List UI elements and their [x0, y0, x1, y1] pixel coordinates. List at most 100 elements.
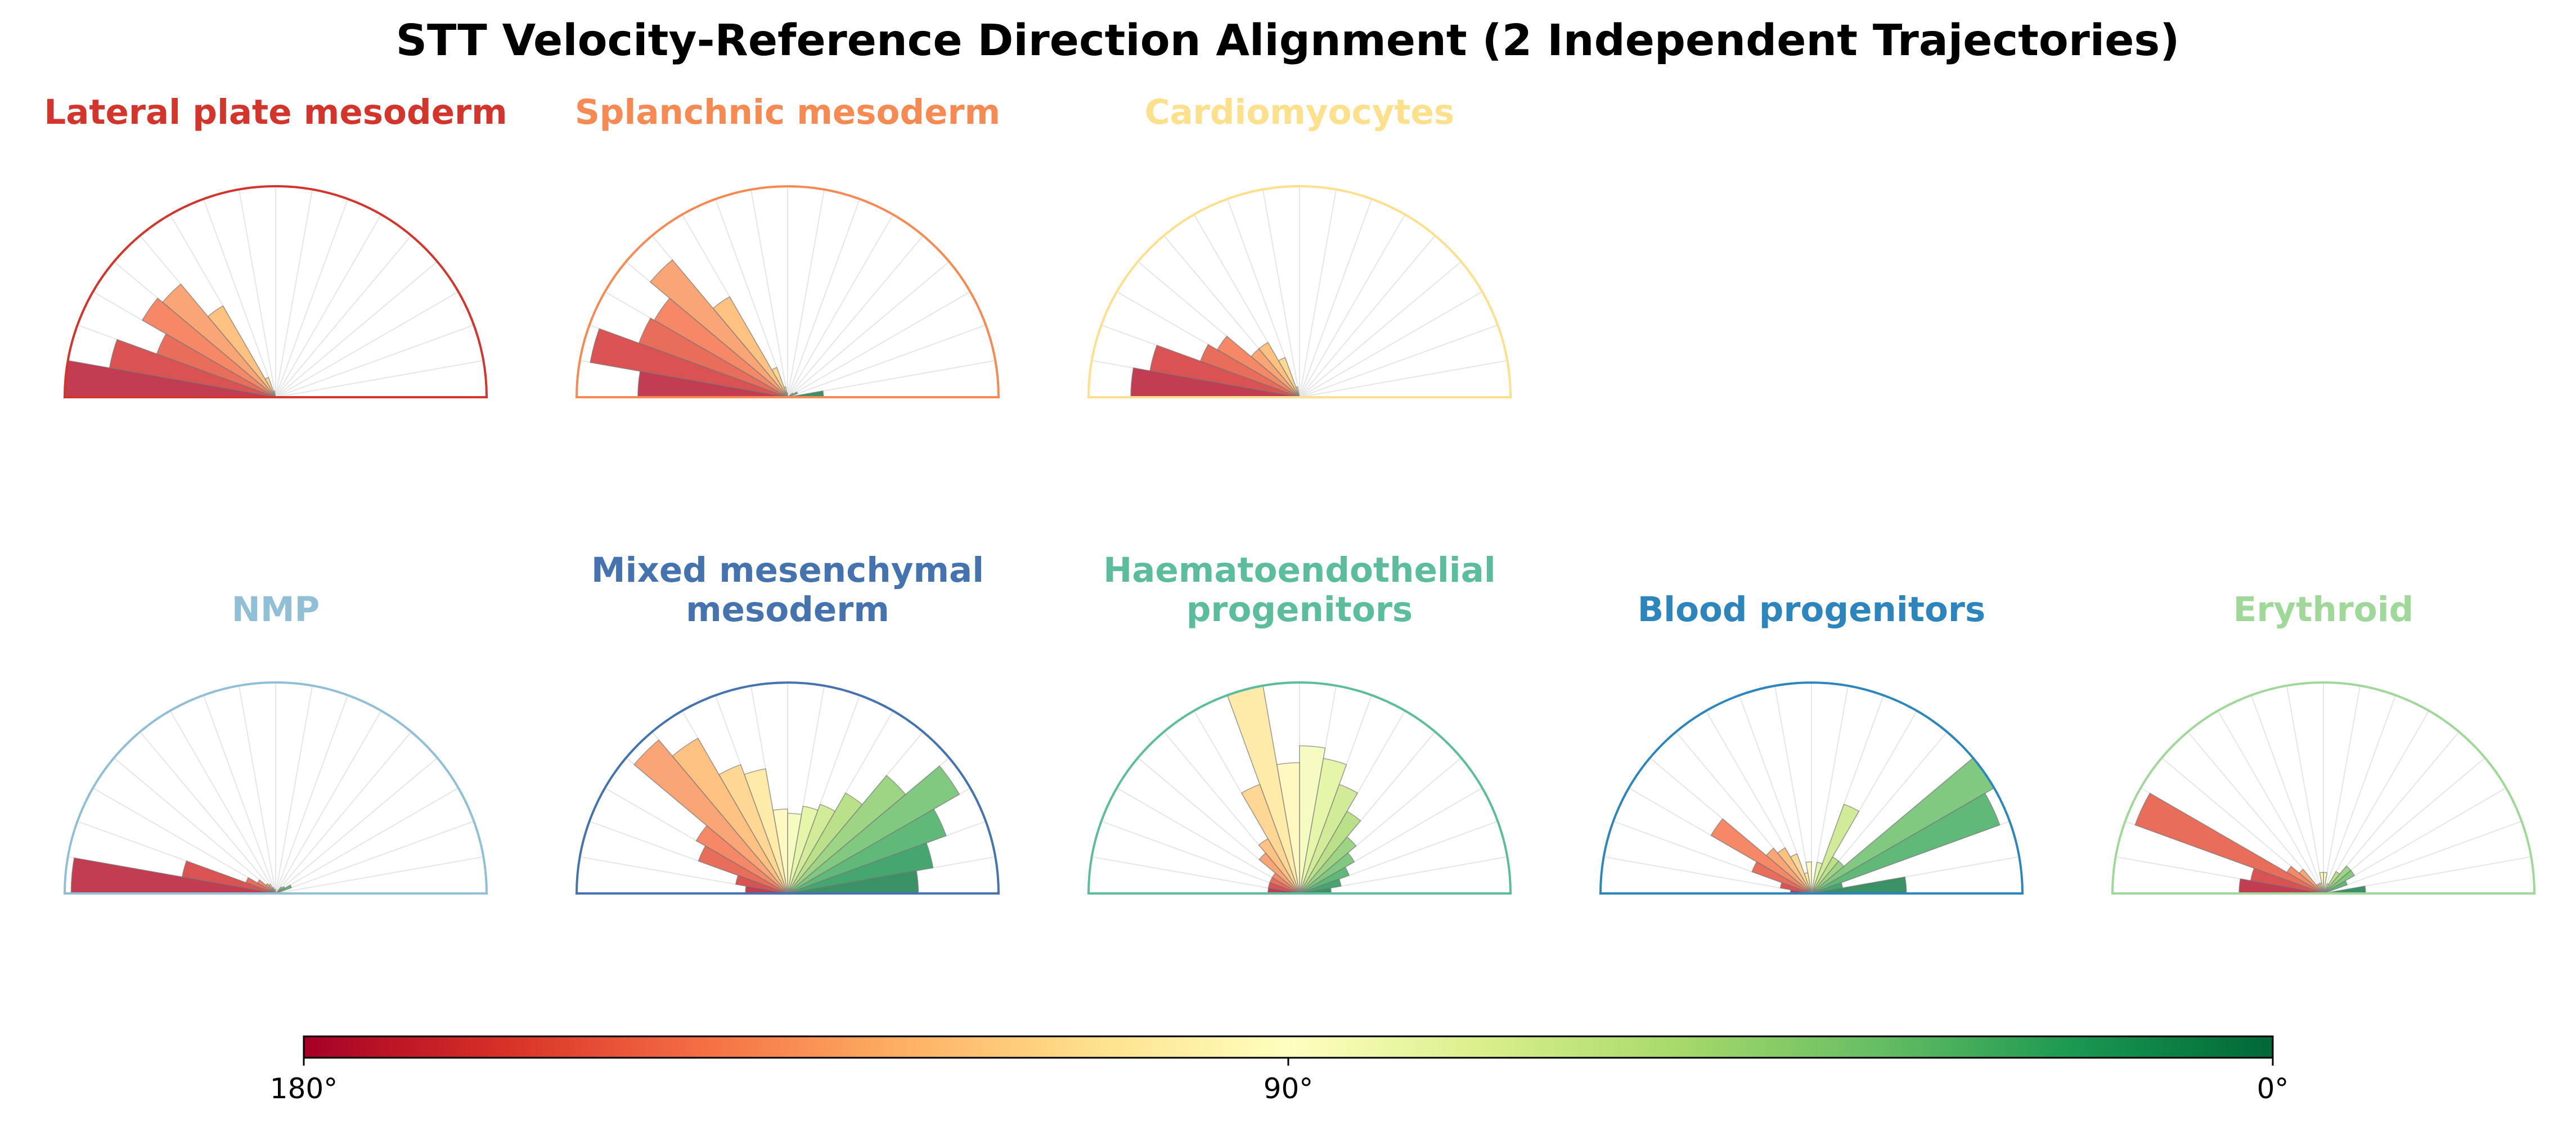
histogram-bar [1811, 861, 1823, 894]
panel-title: Splanchnic mesoderm [575, 92, 1000, 132]
grid-line [787, 291, 971, 398]
grid-line [2217, 710, 2324, 894]
polar-panel: Mixed mesenchymal mesoderm [575, 550, 1000, 895]
grid-line [2323, 820, 2522, 894]
chart-title: STT Velocity-Reference Direction Alignme… [396, 16, 2180, 66]
polar-panel: Cardiomyocytes [1087, 92, 1512, 398]
panel-frame [2111, 681, 2536, 895]
grid-line [275, 710, 382, 894]
grid-line [2323, 685, 2361, 894]
grid-line [203, 199, 276, 398]
polar-panels: Lateral plate mesoderm Splanchnic mesoder… [44, 92, 2536, 895]
histogram-bar [2323, 865, 2352, 894]
panel-frame [63, 681, 488, 895]
grid-line [1116, 787, 1300, 894]
grid-line [1091, 856, 1300, 894]
grid-line [787, 324, 986, 398]
panel-title: NMP [232, 590, 320, 630]
grid-line [275, 695, 349, 894]
histogram-bar [787, 765, 960, 894]
grid-line [1299, 324, 1498, 398]
colorbar-tick-label: 180° [270, 1072, 338, 1105]
panel-title: Lateral plate mesoderm [44, 92, 507, 132]
histogram-bar [1299, 745, 1326, 894]
grid-line [2250, 695, 2324, 894]
histogram-bar [787, 775, 906, 894]
histogram-bar [695, 825, 788, 894]
grid-line [275, 199, 349, 398]
panel-title: Haematoendothelial progenitors [1103, 550, 1496, 630]
grid-line [787, 189, 825, 398]
grid-line [1262, 189, 1300, 398]
panel-frame [1087, 185, 1512, 398]
polar-panel: Splanchnic mesoderm [575, 92, 1000, 398]
panel-title: Mixed mesenchymal mesoderm [591, 550, 984, 630]
grid-line [1299, 189, 1337, 398]
grid-line [1299, 261, 1462, 398]
polar-panel: Erythroid [2111, 590, 2536, 895]
polar-panel: NMP [63, 590, 488, 895]
histogram-bar [649, 259, 788, 398]
grid-line [140, 731, 276, 894]
panel-title: Erythroid [2233, 590, 2414, 630]
colorbar-tick-label: 90° [1264, 1072, 1314, 1105]
grid-line [1774, 685, 1812, 894]
panel-frame [575, 185, 1000, 398]
grid-line [275, 235, 412, 398]
polar-panel: Haematoendothelial progenitors [1087, 550, 1512, 895]
grid-line [169, 710, 276, 894]
histogram-bar [141, 297, 276, 398]
panel-frame [575, 681, 1000, 895]
colorbar-gradient [303, 1035, 2274, 1059]
grid-line [2187, 731, 2324, 894]
polar-panel: Blood progenitors [1599, 590, 2024, 895]
grid-line [275, 261, 438, 398]
grid-line [114, 757, 276, 894]
grid-line [275, 214, 382, 398]
grid-line [275, 189, 313, 398]
grid-line [275, 731, 412, 894]
grid-line [275, 757, 438, 894]
grid-line [275, 324, 474, 398]
grid-line [1101, 820, 1300, 894]
histogram-bar [1710, 818, 1812, 894]
grid-line [1299, 360, 1508, 398]
grid-line [1299, 235, 1436, 398]
grid-line [1299, 199, 1373, 398]
grid-line [714, 199, 788, 398]
histogram-bar [633, 739, 788, 894]
histogram-bar [1258, 838, 1300, 894]
histogram-bar [787, 792, 863, 894]
panel-frame [63, 185, 488, 398]
grid-line [275, 291, 459, 398]
grid-line [787, 214, 894, 398]
histogram-bar [1240, 784, 1300, 894]
histogram-bar [1258, 852, 1300, 894]
grid-line [275, 820, 474, 894]
grid-line [787, 261, 950, 398]
grid-line [1299, 214, 1406, 398]
grid-line [275, 856, 484, 894]
histogram-bar [275, 886, 283, 894]
colorbar-tick-label: 0° [2257, 1072, 2289, 1105]
panel-title: Cardiomyocytes [1145, 92, 1455, 132]
histogram-bar [787, 806, 819, 894]
panel-frame [1599, 681, 2024, 895]
histogram-bar [1811, 803, 1860, 894]
grid-line [1811, 685, 1849, 894]
grid-line [1299, 291, 1483, 398]
panel-title: Blood progenitors [1638, 590, 1986, 630]
histogram-bar [735, 874, 788, 894]
polar-panel: Lateral plate mesoderm [44, 92, 507, 398]
grid-line [203, 695, 276, 894]
histogram-bar [2323, 870, 2340, 894]
grid-line [275, 685, 313, 894]
histogram-bar [698, 845, 788, 894]
grid-line [275, 787, 459, 894]
panel-frame [1087, 681, 1512, 895]
histogram-bar [1779, 882, 1812, 894]
colorbar: 180° 90° 0° [270, 1035, 2289, 1105]
grid-line [2323, 695, 2397, 894]
